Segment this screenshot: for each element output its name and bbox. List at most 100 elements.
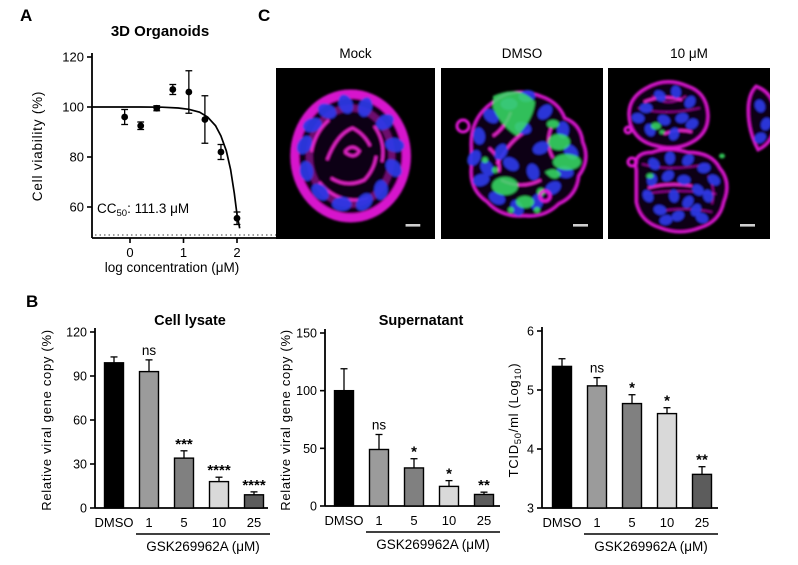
x-tick-label: 0 [126, 245, 133, 260]
error-bar [375, 433, 383, 450]
nucleus [480, 160, 494, 176]
infected-region [545, 169, 561, 179]
organoid-body [455, 89, 588, 218]
chart-title: Supernatant [379, 313, 464, 329]
data-point [153, 104, 161, 112]
y-tick-label: 120 [66, 326, 87, 340]
nucleus [662, 170, 674, 182]
sig-label: ** [478, 477, 490, 494]
tcid-bar-chart: 3 4 5 6 DMSO ns 1 * 5 * 10 ** 25 GSK269962A (μM) TCID5… [500, 295, 780, 563]
nucleus [302, 117, 322, 133]
infected-region [508, 207, 514, 213]
10um-microscopy-image [608, 68, 770, 239]
lysate-chart-svg: 0 30 60 90 120 DMSO ns 1 *** 5 **** 10 **** 25 GSK2699… [40, 313, 270, 554]
error-bar [558, 358, 566, 367]
membrane-ring [455, 118, 471, 134]
nucleus [472, 173, 490, 187]
cc50-annotation: CC50: 111.3 μM [97, 201, 189, 219]
nucleus [642, 189, 654, 203]
sig-label: ns [142, 343, 157, 358]
scale-bar [573, 224, 588, 227]
panel-b-label: B [26, 292, 39, 311]
nucleus [695, 212, 709, 224]
nucleus [338, 94, 354, 114]
nucleus [385, 137, 405, 153]
membrane-ring [626, 156, 638, 168]
supernatant-chart-svg: 0 50 100 150 DMSO ns 1 * 5 * 10 ** 25 GSK269962A (μM)… [278, 313, 500, 552]
sig-label: **** [207, 462, 231, 479]
nucleus [692, 184, 704, 196]
tenum-organoid-svg [623, 80, 770, 234]
y-tick-label: 60 [73, 414, 87, 428]
panel-a-label: A [20, 6, 33, 25]
y-axis-label: Cell viability (%) [30, 91, 45, 201]
category-label: 5 [410, 513, 417, 528]
nucleus [654, 90, 666, 102]
bar-25 [691, 473, 713, 509]
organoid-body [290, 89, 411, 223]
dmso-organoid-svg [455, 89, 588, 227]
nucleus [648, 158, 660, 170]
y-tick-label: 50 [303, 442, 317, 456]
category-label: 25 [247, 515, 261, 530]
infected-region [719, 153, 725, 159]
scale-bar [405, 224, 421, 227]
sig-label: ns [590, 361, 605, 376]
category-label: 1 [375, 513, 382, 528]
viability-dose-response-chart: 60 80 100 120 0 1 2 3D Organoids Cell viability … [30, 20, 285, 282]
cell-lysate-bar-chart: 0 30 60 90 120 DMSO ns 1 *** 5 **** 10 **** 25 GSK2699… [40, 295, 280, 563]
bar-10 [656, 412, 678, 509]
category-label: 25 [695, 515, 709, 530]
nucleus [483, 108, 499, 124]
sig-label: * [446, 466, 452, 483]
y-tick-label: 4 [527, 443, 534, 457]
sig-label: *** [175, 436, 193, 453]
membrane-ring [623, 125, 633, 135]
nucleus [358, 97, 373, 117]
dmso-microscopy-image [441, 68, 603, 239]
nucleus [702, 189, 714, 203]
nucleus [532, 141, 550, 155]
infected-region [482, 157, 488, 163]
supernatant-bar-chart: 0 50 100 150 DMSO ns 1 * 5 * 10 ** 25 GSK269962A (μM)… [270, 295, 510, 563]
nucleus [639, 103, 653, 113]
y-tick-label: 100 [296, 384, 317, 398]
category-label: DMSO [95, 515, 134, 530]
bar-5 [621, 402, 643, 509]
panel-c-label: C [258, 6, 271, 25]
category-label: 5 [628, 515, 635, 530]
category-label: 10 [212, 515, 226, 530]
y-tick-label: 6 [527, 325, 534, 339]
y-tick-label: 5 [527, 384, 534, 398]
infected-region [534, 207, 540, 213]
membrane-ring [538, 189, 552, 203]
group-label: GSK269962A (μM) [146, 539, 260, 554]
infected-region [659, 130, 665, 134]
y-tick-label: 60 [70, 200, 84, 215]
fit-curve [92, 106, 241, 229]
infected-region [646, 173, 654, 179]
bar-25 [473, 493, 495, 507]
nucleus [697, 162, 711, 174]
infected-region [548, 134, 570, 150]
category-label: 10 [442, 513, 456, 528]
error-bar [410, 458, 418, 468]
infected-region [651, 122, 661, 130]
y-tick-label: 120 [62, 50, 84, 65]
nucleus [385, 159, 402, 177]
y-tick-label: 0 [310, 500, 317, 514]
nucleus [526, 163, 540, 181]
nucleus [488, 191, 506, 205]
y-tick-label: 30 [73, 458, 87, 472]
group-label: GSK269962A (μM) [376, 537, 490, 552]
mock-organoid-svg [290, 89, 421, 227]
bar-10 [208, 480, 230, 509]
chart-title: Cell lysate [154, 313, 226, 329]
error-bar [110, 356, 118, 363]
x-tick-label: 2 [233, 245, 240, 260]
sig-label: ns [372, 417, 387, 432]
nucleus [668, 189, 680, 203]
data-point [185, 88, 193, 96]
bar-10 [438, 485, 460, 507]
nucleus [682, 154, 694, 166]
